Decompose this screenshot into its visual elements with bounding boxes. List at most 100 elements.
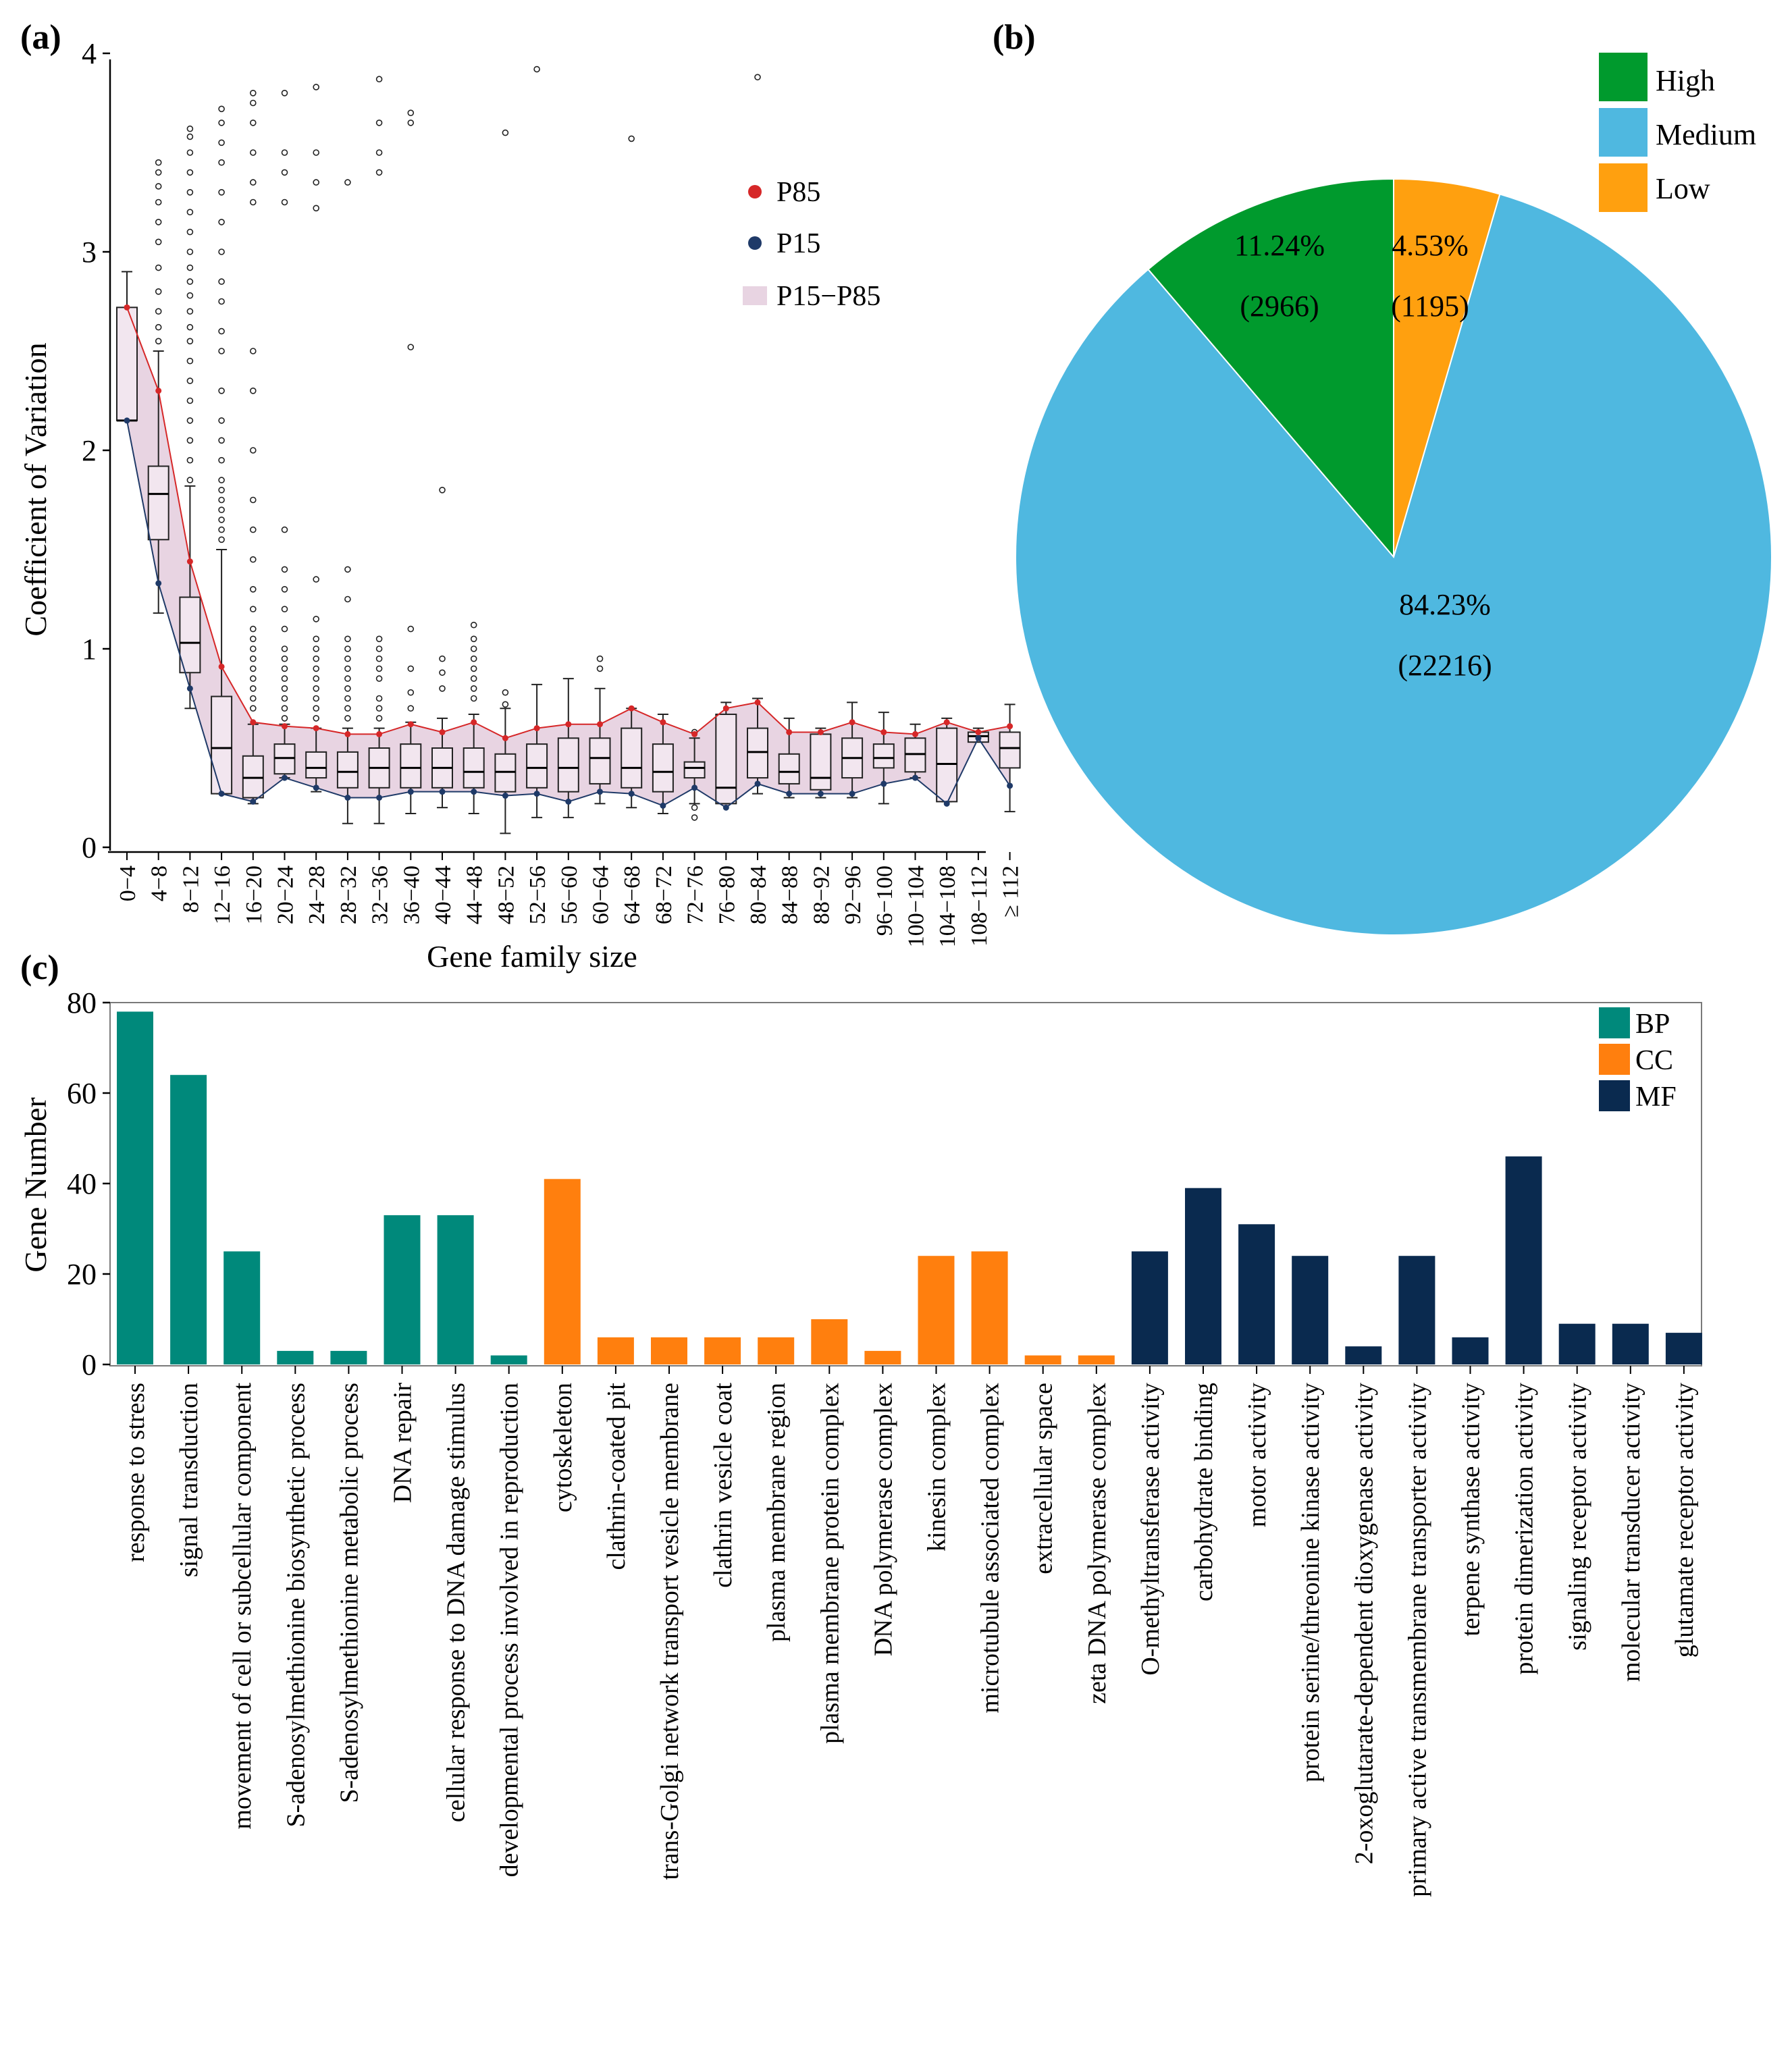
x-tick-label: 68−72 bbox=[652, 866, 677, 924]
legend-mf-swatch bbox=[1599, 1080, 1630, 1111]
bar bbox=[223, 1251, 261, 1364]
bar bbox=[811, 1319, 848, 1364]
outlier-point bbox=[186, 323, 194, 331]
x-tick-label: 76−80 bbox=[714, 866, 739, 924]
legend-medium-swatch bbox=[1599, 108, 1648, 157]
outlier-point bbox=[218, 348, 225, 354]
x-tick-label: movement of cell or subcellular componen… bbox=[228, 1383, 257, 1830]
p85-point bbox=[250, 719, 257, 726]
x-tick-label: 32−36 bbox=[368, 866, 393, 924]
bar bbox=[1292, 1256, 1329, 1364]
outlier-point bbox=[155, 198, 162, 206]
outlier-point bbox=[186, 417, 194, 424]
outlier-point bbox=[186, 264, 194, 271]
bar bbox=[758, 1337, 795, 1364]
outlier-point bbox=[218, 486, 225, 494]
outlier-point bbox=[344, 645, 351, 652]
p85-point bbox=[880, 728, 887, 735]
outlier-point bbox=[470, 655, 477, 662]
outlier-point bbox=[218, 456, 225, 464]
x-tick-label: plasma membrane protein complex bbox=[816, 1383, 844, 1744]
outlier-point bbox=[218, 477, 225, 483]
x-tick-label: 72−76 bbox=[683, 866, 708, 924]
x-tick-label: terpene synthase activity bbox=[1457, 1383, 1485, 1637]
outlier-point bbox=[218, 526, 225, 533]
bar bbox=[1024, 1355, 1061, 1364]
legend-low-swatch bbox=[1599, 163, 1648, 212]
outlier-point bbox=[249, 496, 257, 504]
outlier-point bbox=[249, 198, 257, 206]
outlier-point bbox=[186, 377, 194, 384]
outlier-point bbox=[218, 188, 225, 196]
bar bbox=[1185, 1188, 1221, 1364]
outlier-point bbox=[344, 655, 351, 662]
outlier-point bbox=[596, 655, 604, 662]
outlier-point bbox=[249, 675, 257, 682]
bar bbox=[1078, 1355, 1115, 1364]
p85-point bbox=[722, 705, 729, 712]
boxplot-legend: P85 P15 P15−P85 bbox=[743, 177, 880, 312]
outlier-point bbox=[281, 198, 288, 206]
x-tick-label: 2-oxoglutarate-dependent dioxygenase act… bbox=[1350, 1383, 1378, 1864]
outlier-point bbox=[186, 169, 194, 176]
x-tick-label: microtubule associated complex bbox=[976, 1383, 1005, 1714]
outlier-point bbox=[313, 576, 320, 583]
outlier-point bbox=[155, 308, 162, 315]
outlier-point bbox=[470, 675, 477, 682]
outlier-point bbox=[249, 685, 257, 692]
outlier-point bbox=[186, 437, 194, 444]
outlier-point bbox=[218, 159, 225, 166]
outlier-point bbox=[375, 169, 383, 176]
outlier-point bbox=[186, 248, 194, 255]
outlier-point bbox=[186, 397, 194, 404]
bar bbox=[1505, 1156, 1542, 1364]
outlier-point bbox=[155, 288, 162, 295]
outlier-point bbox=[470, 665, 477, 672]
outlier-point bbox=[249, 606, 257, 613]
box bbox=[400, 743, 422, 789]
outlier-point bbox=[313, 675, 320, 682]
p85-point bbox=[471, 719, 477, 726]
x-tick-label: 20−24 bbox=[273, 866, 298, 924]
x-tick-label: DNA polymerase complex bbox=[869, 1383, 897, 1656]
outlier-point bbox=[344, 566, 351, 573]
outlier-point bbox=[249, 179, 257, 186]
outlier-point bbox=[313, 685, 320, 692]
x-tick-label: 88−92 bbox=[809, 866, 834, 924]
outlier-point bbox=[502, 701, 509, 708]
outlier-point bbox=[218, 119, 225, 126]
outlier-point bbox=[218, 105, 225, 113]
panel-label-a: (a) bbox=[20, 18, 61, 57]
x-tick-label: ≥ 112 bbox=[999, 866, 1024, 918]
outlier-point bbox=[313, 179, 320, 186]
outlier-point bbox=[218, 417, 225, 424]
box bbox=[147, 465, 169, 541]
p85-point bbox=[124, 304, 130, 311]
box bbox=[557, 737, 579, 793]
pie-label-high-percent: 11.24% bbox=[1234, 229, 1325, 262]
outlier-point bbox=[186, 133, 194, 140]
p15-point bbox=[344, 795, 351, 801]
outlier-point bbox=[249, 665, 257, 672]
outlier-point bbox=[186, 125, 194, 132]
outlier-point bbox=[218, 516, 225, 523]
outlier-point bbox=[281, 675, 288, 682]
box bbox=[179, 596, 201, 674]
bar bbox=[651, 1337, 687, 1364]
outlier-point bbox=[249, 585, 257, 593]
outlier-point bbox=[502, 129, 509, 136]
outlier-point bbox=[375, 695, 383, 702]
outlier-point bbox=[313, 665, 320, 672]
outlier-point bbox=[470, 645, 477, 652]
outlier-point bbox=[375, 119, 383, 126]
boxplot-x-axis-label: Gene family size bbox=[427, 939, 637, 974]
x-tick-label: clathrin vesicle coat bbox=[709, 1383, 737, 1588]
p85-point bbox=[282, 723, 288, 730]
outlier-point bbox=[375, 149, 383, 156]
p85-point bbox=[597, 721, 603, 728]
x-tick-label: glutamate receptor activity bbox=[1670, 1383, 1699, 1657]
box bbox=[715, 714, 737, 805]
outlier-point bbox=[186, 338, 194, 345]
legend-p15-marker bbox=[748, 236, 762, 250]
